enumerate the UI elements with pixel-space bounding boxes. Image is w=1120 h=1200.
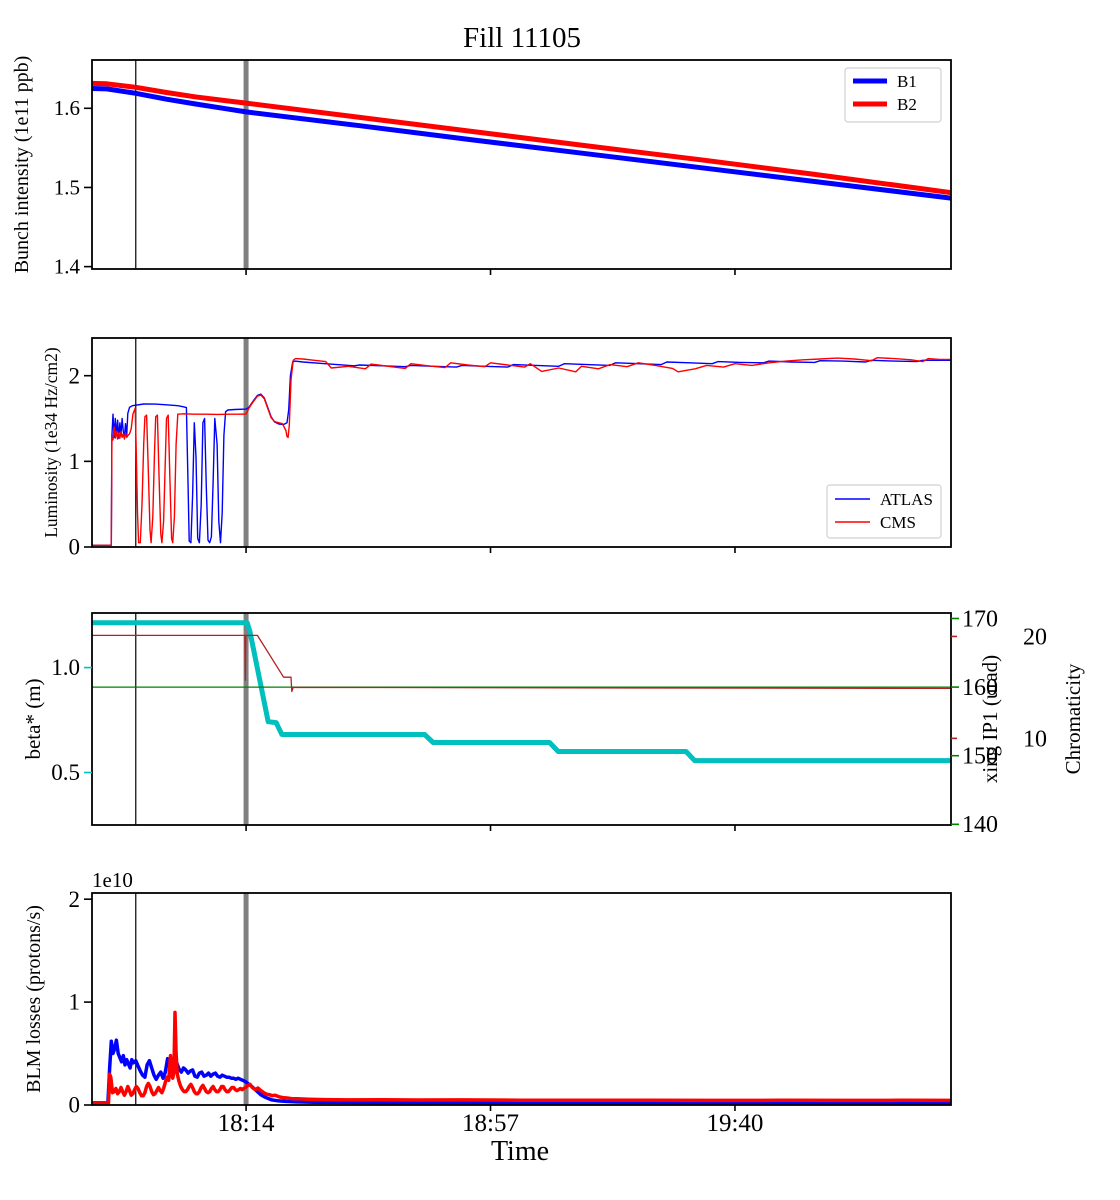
y-tick-label: 1.0 bbox=[51, 655, 80, 680]
y-axis-title-luminosity-0: Luminosity (1e34 Hz/cm2) bbox=[41, 347, 61, 538]
x-tick-label-18:14: 18:14 bbox=[218, 1110, 275, 1137]
y-tick-label: 2 bbox=[69, 887, 81, 912]
y-tick-label: 1.5 bbox=[54, 175, 80, 199]
panel-luminosity: 0 1 2 Luminosity (1e34 Hz/cm2) ATLAS CMS bbox=[41, 337, 952, 560]
y-axis-offset-text: 1e10 bbox=[92, 868, 133, 892]
x-axis-labels-group: 18:14 18:57 19:40 bbox=[218, 1110, 764, 1137]
y-axis-title-optics-0: beta* (m) bbox=[21, 678, 45, 759]
series-line-beta-star bbox=[92, 620, 951, 764]
y-tick-label: 160 bbox=[962, 675, 998, 701]
y-axis-title-optics-2: Chromaticity bbox=[1061, 663, 1085, 774]
series-line-B2 bbox=[92, 80, 951, 196]
y-tick-label: 0.5 bbox=[51, 760, 80, 785]
x-tick-label-18:57: 18:57 bbox=[462, 1110, 519, 1137]
y-axis-bunch-intensity-0: 1.4 1.5 1.6 Bunch intensity (1e11 ppb) bbox=[11, 56, 92, 279]
panel-border-bunch-intensity bbox=[91, 59, 952, 270]
series-line-BLM-B2 bbox=[92, 1010, 951, 1105]
y-axis-luminosity-0: 0 1 2 Luminosity (1e34 Hz/cm2) bbox=[41, 347, 92, 560]
y-tick-label: 1 bbox=[69, 449, 81, 474]
y-axis-title-optics-1: xing IP1 (urad) bbox=[978, 655, 1002, 783]
y-axis-optics-2: 10 20 Chromaticity bbox=[951, 624, 1085, 774]
series-line-B1 bbox=[92, 86, 951, 201]
panel-border-luminosity bbox=[91, 337, 952, 548]
y-tick-label: 150 bbox=[962, 744, 998, 770]
y-tick-label: 140 bbox=[962, 812, 998, 838]
x-tick-label-19:40: 19:40 bbox=[706, 1110, 763, 1137]
legend-label-B1: B1 bbox=[897, 72, 917, 91]
legend-label-ATLAS: ATLAS bbox=[880, 490, 933, 509]
y-axis-optics-1: 140 150 160 170 xing IP1 (urad) bbox=[951, 606, 1002, 838]
series-line-ATLAS bbox=[92, 359, 951, 546]
series-group-optics bbox=[92, 620, 951, 764]
series-group-luminosity bbox=[92, 357, 951, 546]
y-axis-title-blm-losses-0: BLM losses (protons/s) bbox=[23, 905, 45, 1093]
y-tick-label: 1.6 bbox=[54, 96, 80, 120]
y-tick-label: 20 bbox=[1023, 624, 1047, 650]
y-tick-label: 0 bbox=[69, 1093, 81, 1118]
legend-label-B2: B2 bbox=[897, 95, 917, 114]
y-tick-label: 10 bbox=[1023, 726, 1047, 752]
x-axis-label: Time bbox=[491, 1136, 549, 1167]
y-tick-label: 2 bbox=[69, 363, 81, 388]
panel-blm-losses: 0 1 2 BLM losses (protons/s) 1e10 bbox=[23, 868, 952, 1118]
series-line-BLM-B1 bbox=[92, 1038, 951, 1105]
legend-label-CMS: CMS bbox=[880, 513, 916, 532]
series-group-bunch-intensity bbox=[92, 80, 951, 201]
y-tick-label: 1.4 bbox=[54, 255, 81, 279]
figure-title: Fill 11105 bbox=[463, 22, 581, 54]
y-tick-label: 0 bbox=[69, 535, 81, 560]
y-axis-title-bunch-intensity-0: Bunch intensity (1e11 ppb) bbox=[11, 56, 33, 274]
legend-box bbox=[844, 67, 942, 123]
panel-border-optics bbox=[91, 612, 952, 826]
series-line-chromaticity bbox=[92, 634, 951, 693]
legend-luminosity: ATLAS CMS bbox=[826, 484, 942, 539]
y-tick-label: 1 bbox=[69, 990, 81, 1015]
y-tick-label: 170 bbox=[962, 606, 998, 632]
series-group-blm-losses bbox=[92, 1010, 951, 1105]
y-axis-blm-losses-0: 0 1 2 BLM losses (protons/s) bbox=[23, 887, 92, 1118]
panel-border-blm-losses bbox=[91, 892, 952, 1106]
series-line-CMS bbox=[92, 357, 951, 546]
